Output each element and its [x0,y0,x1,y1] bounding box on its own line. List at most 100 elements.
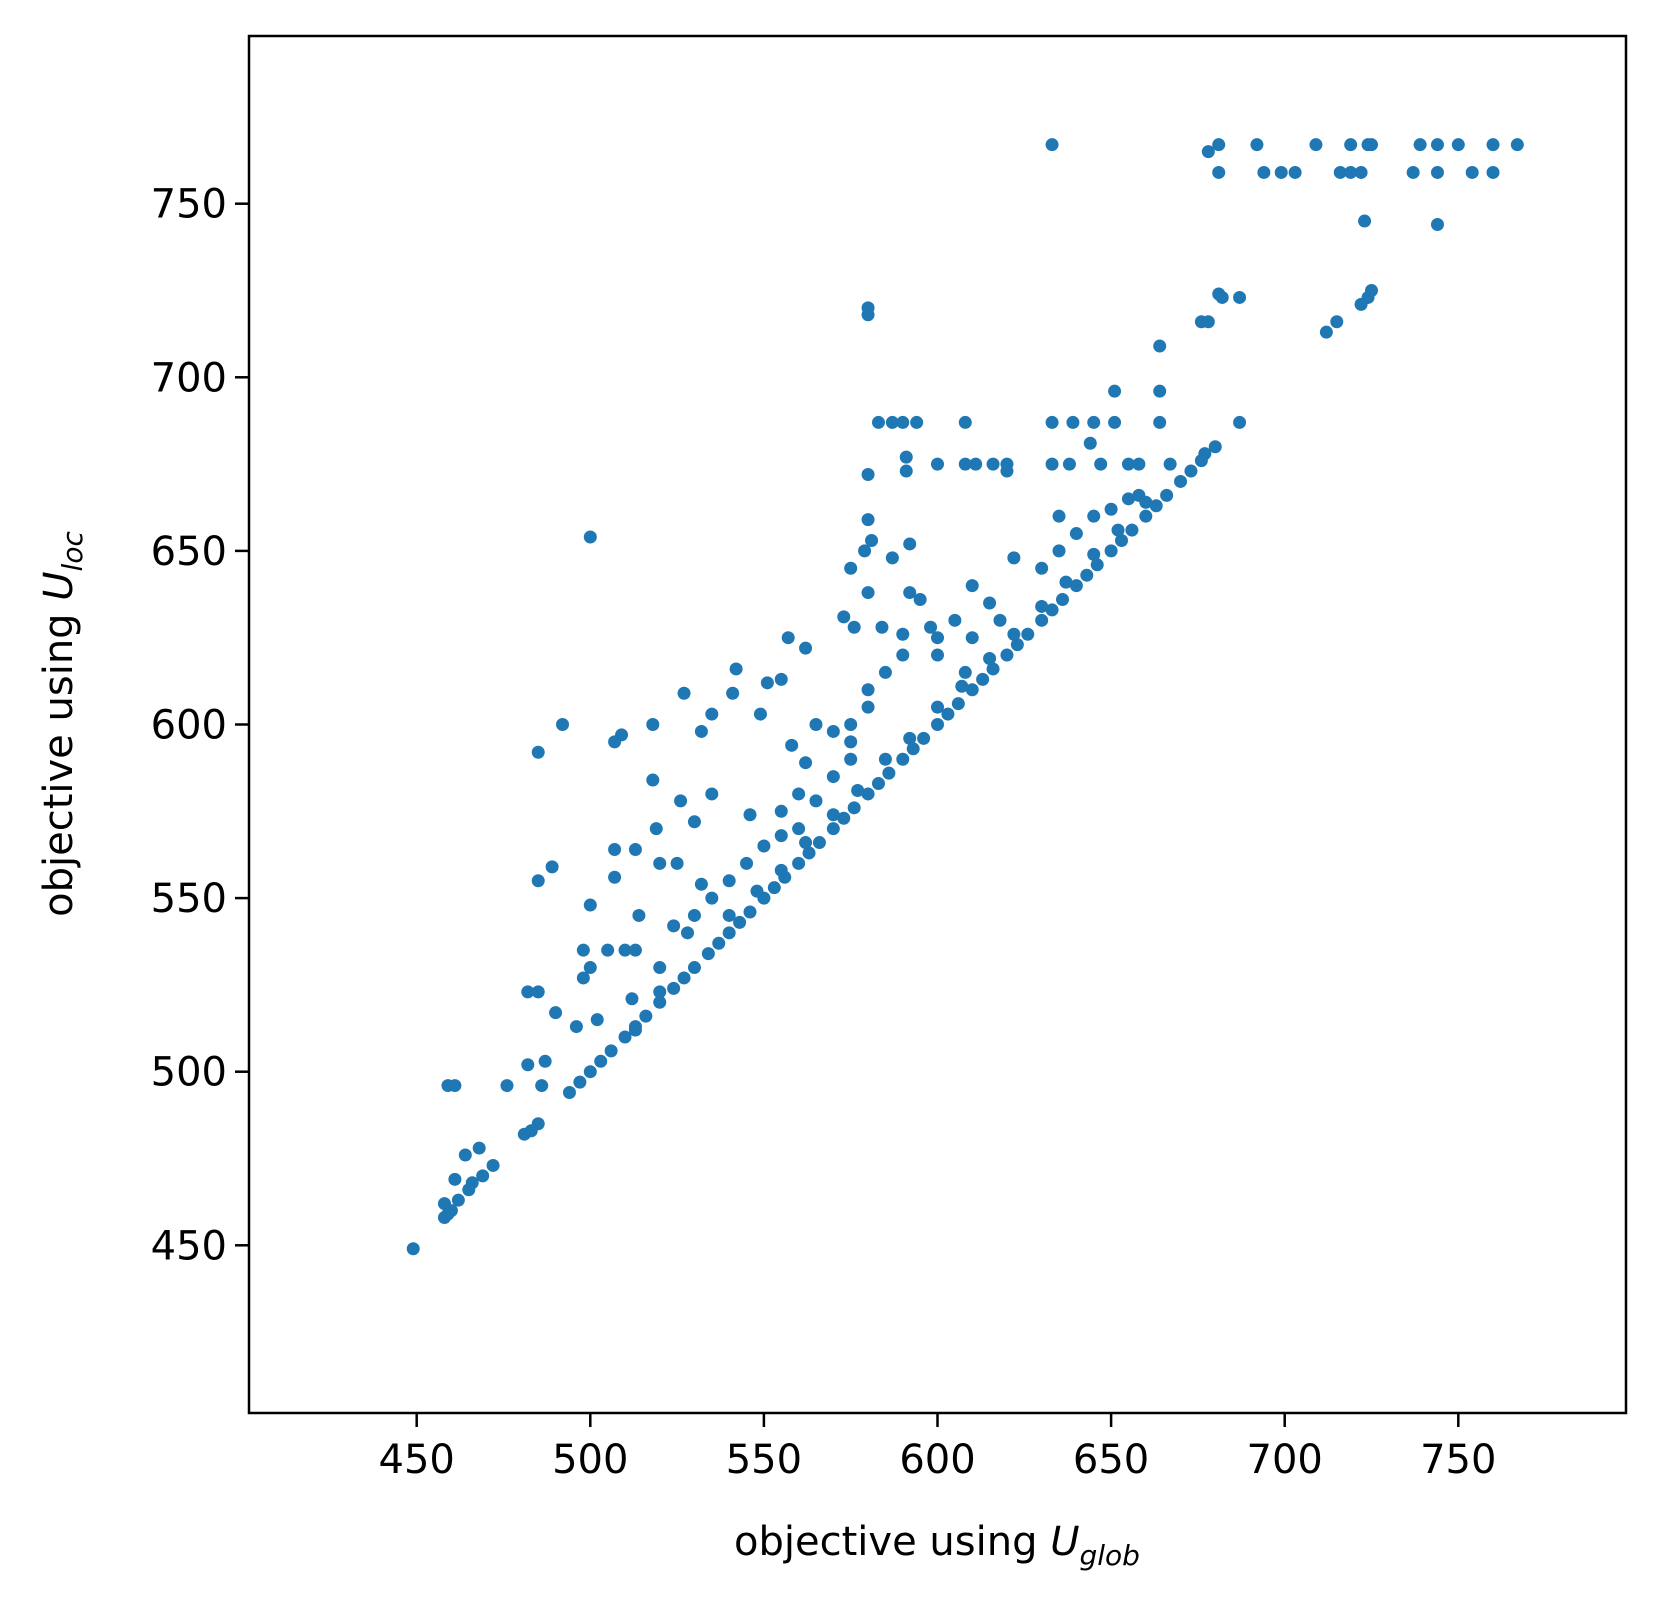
point [1021,627,1035,641]
point [851,783,865,797]
point [1153,384,1167,398]
point [861,468,875,482]
point [781,631,795,645]
point [1045,457,1059,471]
point [774,672,788,686]
y-tick-label: 450 [151,1223,227,1269]
point [792,822,806,836]
point [799,756,813,770]
point [608,842,622,856]
point [861,308,875,322]
point [955,679,969,693]
point [931,457,944,471]
point [865,533,879,547]
point [1486,165,1500,179]
point [986,662,1000,676]
point [767,881,781,895]
x-tick-label: 600 [899,1437,975,1483]
point [896,648,910,662]
point [1250,138,1264,152]
point [899,450,913,464]
point [861,513,875,527]
point [729,662,743,676]
point [646,773,660,787]
point [903,586,917,600]
point [931,648,944,662]
point [1045,603,1059,617]
point [924,620,938,634]
point [826,724,840,738]
point [986,457,1000,471]
point [896,415,910,429]
point [1288,165,1302,179]
point [590,1013,604,1027]
point [632,908,646,922]
point [802,846,816,860]
point [521,1058,535,1072]
point [1430,138,1444,152]
point [983,652,997,666]
point [1413,138,1427,152]
point [861,683,875,697]
point [1233,290,1247,304]
point [1007,551,1021,565]
point [757,839,771,853]
point [583,898,597,912]
point [1104,544,1118,558]
point [1125,523,1139,537]
point [1208,440,1222,454]
point [705,891,719,905]
point [618,943,632,957]
point [809,794,823,808]
point [1132,457,1146,471]
point [687,815,701,829]
point [628,943,642,957]
point [941,707,955,721]
x-label-symbol: U [1050,1519,1079,1565]
point [667,981,681,995]
point [1149,499,1163,513]
point [1010,638,1024,652]
point [653,961,667,975]
point [458,1148,472,1162]
point [1083,436,1097,450]
point [535,1079,549,1093]
x-tick-label: 650 [1073,1437,1149,1483]
x-tick-label: 450 [379,1437,455,1483]
point [903,537,917,551]
point [1233,415,1247,429]
point [1309,138,1323,152]
point [906,742,920,756]
point [1000,648,1014,662]
point [726,686,740,700]
point [549,1006,563,1020]
point [910,415,924,429]
point [896,752,910,766]
point [861,586,875,600]
point [760,676,774,690]
point [1000,464,1014,478]
point [885,415,899,429]
point [917,731,931,745]
point [899,464,913,478]
point [1344,165,1358,179]
points [406,138,1524,1256]
point [976,672,990,686]
point [1184,464,1198,478]
point [931,700,944,714]
x-tick-label: 750 [1420,1437,1496,1483]
point [545,860,559,874]
point [649,822,663,836]
point [562,1086,576,1100]
point [969,457,983,471]
point [750,884,764,898]
point [799,641,813,655]
point [965,579,979,593]
point [1069,527,1083,541]
point [531,745,545,759]
x-label-text: objective using [734,1519,1050,1565]
y-tick-label: 600 [151,703,227,749]
point [965,631,979,645]
point [1319,325,1333,339]
x-tick-label: 550 [726,1437,802,1483]
